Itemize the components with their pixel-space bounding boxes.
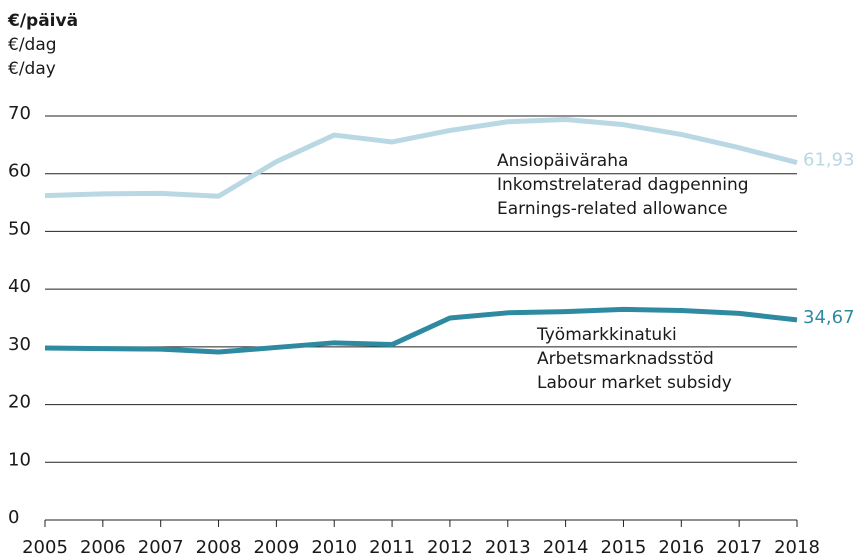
x-tick-label: 2009 [253,537,299,557]
y-tick-label: 50 [8,218,31,239]
x-tick-label: 2011 [369,537,415,557]
y-tick-label: 40 [8,276,31,297]
x-tick-label: 2014 [543,537,589,557]
y-tick-label: 0 [8,507,19,528]
x-tick-label: 2006 [80,537,126,557]
legend-label: Earnings-related allowance [497,199,728,219]
series-line [44,116,798,199]
y-tick-label: 70 [8,103,31,124]
y-tick-label: 30 [8,334,31,355]
y-tick-label: 10 [8,449,31,470]
legend-label: Työmarkkinatuki [536,325,677,345]
x-tick-label: 2005 [22,537,68,557]
x-tick-label: 2018 [774,537,820,557]
legend-label: Labour market subsidy [537,373,732,393]
y-tick-label: 60 [8,161,31,182]
legend-label: Inkomstrelaterad dagpenning [497,175,749,195]
y-axis-title: €/day [8,59,56,79]
value-label: 34,67 [803,307,855,328]
x-tick-label: 2016 [658,537,704,557]
y-axis-title: €/dag [8,35,57,55]
value-label: 61,93 [803,150,855,171]
x-tick-label: 2013 [485,537,531,557]
y-tick-label: 20 [8,392,31,413]
x-tick-label: 2015 [601,537,647,557]
legend-label: Arbetsmarknadsstöd [537,349,714,369]
x-tick-label: 2010 [311,537,357,557]
y-axis-title: €/päivä [7,11,78,31]
x-tick-label: 2017 [716,537,762,557]
x-tick-label: 2012 [427,537,473,557]
x-tick-label: 2007 [138,537,184,557]
x-tick-label: 2008 [196,537,242,557]
legend-label: Ansiopäiväraha [497,151,628,171]
series-line [44,306,798,355]
